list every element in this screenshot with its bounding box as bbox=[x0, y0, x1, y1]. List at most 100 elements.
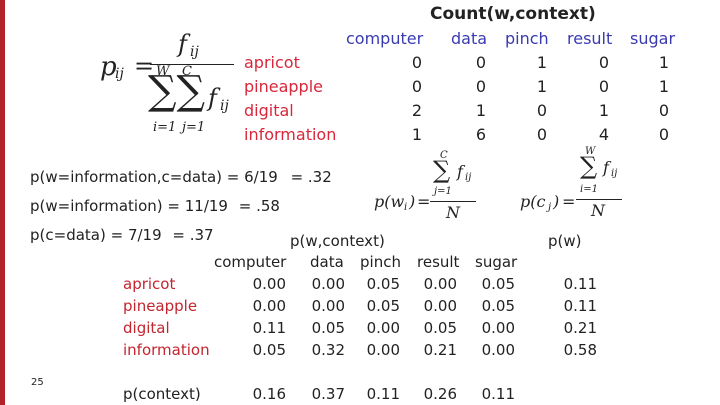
formula-equals: = bbox=[134, 52, 155, 80]
formula-sum-c: C bbox=[182, 64, 192, 79]
count-cell: 0 bbox=[598, 77, 610, 96]
prob-col-data: data bbox=[310, 253, 344, 271]
formula-lhs: p bbox=[100, 52, 117, 82]
pw-formula-sum-bottom: j=1 bbox=[434, 186, 452, 197]
pw-formula-lhs-sub: i bbox=[404, 202, 408, 213]
prob-cell: 0.05 bbox=[481, 275, 515, 293]
pc-formula-f-sub: ij bbox=[611, 168, 618, 179]
count-col-data: data bbox=[451, 29, 488, 48]
prob-col-computer: computer bbox=[214, 253, 287, 271]
count-cell: 0 bbox=[475, 77, 487, 96]
prob-cell: 0.05 bbox=[366, 297, 400, 315]
prob-cell: 0.00 bbox=[481, 319, 515, 337]
count-cell: 0 bbox=[658, 101, 670, 120]
formula-sum-w: W bbox=[156, 64, 170, 79]
formula-sum-i: i=1 bbox=[153, 120, 177, 135]
prob-col-result: result bbox=[417, 253, 460, 271]
count-cell: 0 bbox=[475, 53, 487, 72]
pw-formula-f-sub: ij bbox=[465, 172, 472, 183]
count-cell: 1 bbox=[536, 53, 548, 72]
pw-fraction-bar bbox=[430, 201, 476, 202]
pc-sum-sigma-icon: ∑ bbox=[580, 152, 598, 180]
pw-formula-lhs: p(w bbox=[374, 192, 405, 211]
pw-column-title: p(w) bbox=[548, 232, 582, 250]
prob-row-word: digital bbox=[123, 319, 170, 337]
prob-row-word: pineapple bbox=[123, 297, 198, 315]
formula-num-sub: ij bbox=[190, 44, 199, 60]
prob-cell: 0.00 bbox=[311, 275, 345, 293]
prob-cell: 0.11 bbox=[252, 319, 286, 337]
example-1-fraction: 6/19 bbox=[244, 168, 278, 186]
count-cell: 0 bbox=[658, 125, 670, 144]
pc-formula-sum-top: W bbox=[585, 146, 596, 157]
pw-sum-sigma-icon: ∑ bbox=[433, 156, 451, 184]
formula-fraction-bar bbox=[150, 64, 234, 65]
prob-cell: 0.00 bbox=[366, 341, 400, 359]
count-cell: 1 bbox=[658, 77, 670, 96]
prob-cell: 0.21 bbox=[423, 341, 457, 359]
count-row-word: information bbox=[244, 125, 337, 144]
count-row-word: digital bbox=[244, 101, 294, 120]
prob-cell: 0.00 bbox=[311, 297, 345, 315]
prob-cell: 0.32 bbox=[311, 341, 345, 359]
pc-formula-den: N bbox=[591, 201, 605, 220]
p-context-cell: 0.26 bbox=[423, 385, 457, 403]
count-cell: 0 bbox=[411, 53, 423, 72]
prob-cell: 0.05 bbox=[252, 341, 286, 359]
count-row-word: pineapple bbox=[244, 77, 323, 96]
count-cell: 1 bbox=[536, 77, 548, 96]
prob-row-word: information bbox=[123, 341, 210, 359]
pw-formula-sum-top: C bbox=[440, 150, 448, 161]
p-context-cell: 0.11 bbox=[366, 385, 400, 403]
count-cell: 4 bbox=[598, 125, 610, 144]
example-3-label: p(c=data) = bbox=[30, 226, 128, 244]
pc-formula-equals: = bbox=[562, 192, 576, 211]
example-2-value: = .58 bbox=[238, 197, 280, 215]
example-2-label: p(w=information) = bbox=[30, 197, 185, 215]
prob-cell: 0.05 bbox=[311, 319, 345, 337]
page-number: 25 bbox=[31, 377, 44, 388]
slide-accent-bar bbox=[0, 0, 5, 405]
p-context-label: p(context) bbox=[123, 385, 201, 403]
sum-sigma-icon: ∑∑ bbox=[148, 68, 206, 114]
formula-den-f: f bbox=[208, 84, 217, 112]
example-1-value: = .32 bbox=[290, 168, 332, 186]
pc-formula-lhs-end: ) bbox=[553, 192, 560, 211]
prob-cell: 0.05 bbox=[481, 297, 515, 315]
example-line-2: p(w=information) = 11/19 = .58 bbox=[30, 197, 280, 215]
pw-formula-f: f bbox=[457, 162, 463, 181]
example-2-fraction: 11/19 bbox=[184, 197, 228, 215]
prob-cell: 0.00 bbox=[252, 297, 286, 315]
pw-formula-den: N bbox=[446, 203, 460, 222]
prob-row-word: apricot bbox=[123, 275, 176, 293]
pw-cell: 0.21 bbox=[563, 319, 597, 337]
count-cell: 6 bbox=[475, 125, 487, 144]
count-cell: 2 bbox=[411, 101, 423, 120]
pw-cell: 0.11 bbox=[563, 275, 597, 293]
pw-formula-lhs-end: ) bbox=[409, 192, 416, 211]
example-3-fraction: 7/19 bbox=[127, 226, 162, 244]
pw-formula-equals: = bbox=[417, 192, 431, 211]
count-cell: 1 bbox=[598, 101, 610, 120]
prob-cell: 0.00 bbox=[481, 341, 515, 359]
p-context-cell: 0.11 bbox=[481, 385, 515, 403]
p-context-cell: 0.16 bbox=[252, 385, 286, 403]
count-cell: 0 bbox=[411, 77, 423, 96]
prob-cell: 0.00 bbox=[423, 297, 457, 315]
count-col-pinch: pinch bbox=[505, 29, 549, 48]
example-1-label: p(w=information,c=data) = bbox=[30, 168, 245, 186]
pc-formula-f: f bbox=[603, 158, 609, 177]
probability-table-title: p(w,context) bbox=[290, 232, 385, 250]
pc-fraction-bar bbox=[576, 199, 622, 200]
pc-formula-sum-bottom: i=1 bbox=[580, 184, 598, 195]
count-col-sugar: sugar bbox=[630, 29, 676, 48]
formula-den-f-sub: ij bbox=[220, 98, 229, 114]
formula-num: f bbox=[178, 30, 187, 58]
prob-col-sugar: sugar bbox=[475, 253, 518, 271]
prob-cell: 0.00 bbox=[423, 275, 457, 293]
prob-cell: 0.05 bbox=[366, 275, 400, 293]
count-col-computer: computer bbox=[346, 29, 424, 48]
count-col-result: result bbox=[567, 29, 613, 48]
formula-lhs-sub: ij bbox=[115, 66, 124, 82]
count-cell: 0 bbox=[536, 101, 548, 120]
